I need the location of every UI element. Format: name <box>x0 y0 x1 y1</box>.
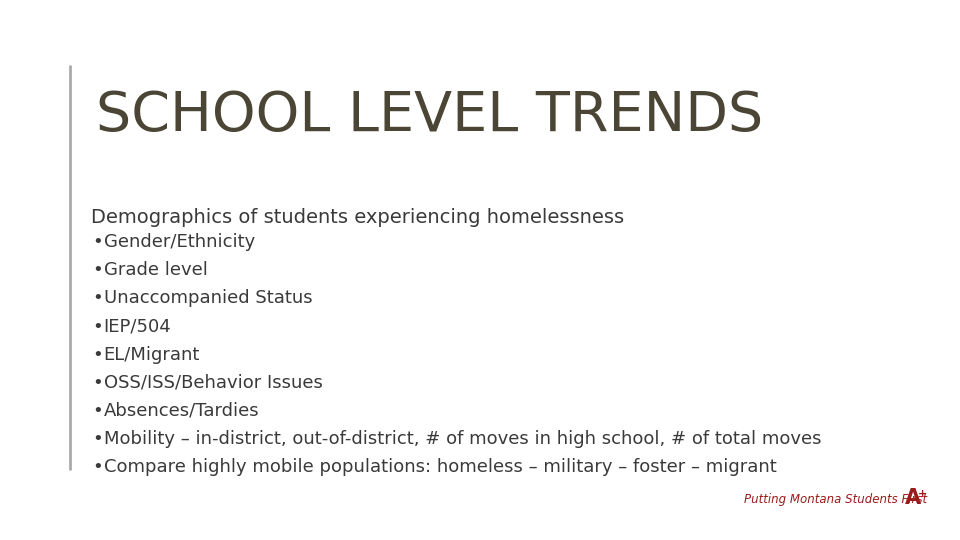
Text: •: • <box>92 261 103 279</box>
Text: OSS/ISS/Behavior Issues: OSS/ISS/Behavior Issues <box>104 374 323 391</box>
Text: EL/Migrant: EL/Migrant <box>104 346 200 363</box>
Text: •: • <box>92 430 103 448</box>
Text: •: • <box>92 374 103 391</box>
Text: Gender/Ethnicity: Gender/Ethnicity <box>104 233 255 251</box>
Text: •: • <box>92 233 103 251</box>
Text: Absences/Tardies: Absences/Tardies <box>104 402 259 420</box>
Text: A: A <box>905 488 922 508</box>
Text: •: • <box>92 402 103 420</box>
Text: •: • <box>92 346 103 363</box>
Text: Putting Montana Students First: Putting Montana Students First <box>744 493 927 506</box>
Text: •: • <box>92 289 103 307</box>
Text: •: • <box>92 318 103 335</box>
Text: Unaccompanied Status: Unaccompanied Status <box>104 289 312 307</box>
Text: Mobility – in-district, out-of-district, # of moves in high school, # of total m: Mobility – in-district, out-of-district,… <box>104 430 821 448</box>
Text: Grade level: Grade level <box>104 261 207 279</box>
Text: SCHOOL LEVEL TRENDS: SCHOOL LEVEL TRENDS <box>96 89 763 143</box>
Text: Compare highly mobile populations: homeless – military – foster – migrant: Compare highly mobile populations: homel… <box>104 458 777 476</box>
Text: •: • <box>92 458 103 476</box>
Text: Demographics of students experiencing homelessness: Demographics of students experiencing ho… <box>91 208 624 227</box>
Text: IEP/504: IEP/504 <box>104 318 172 335</box>
Text: +: + <box>918 489 927 498</box>
